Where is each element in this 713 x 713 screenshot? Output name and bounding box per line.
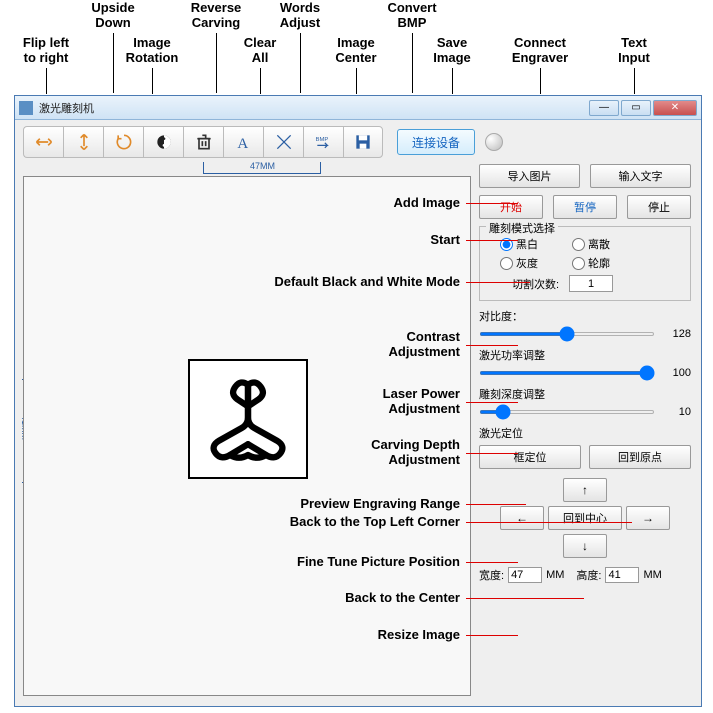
rotate-button[interactable] (103, 126, 143, 158)
start-button[interactable]: 开始 (479, 195, 543, 219)
height-input[interactable] (605, 567, 639, 583)
right-panel: 导入图片 输入文字 开始 暂停 停止 雕刻模式选择 黑白 离散 灰度 轮廓 (479, 164, 691, 696)
annotation-label: Back to the Center (345, 590, 460, 605)
dpad: ↑ ← 回到中心 → ↓ (479, 478, 691, 558)
contrast-slider[interactable] (479, 332, 655, 336)
annotation-label: ImageCenter (316, 36, 396, 66)
power-slider[interactable] (479, 371, 655, 375)
annotation-label: ContrastAdjustment (389, 329, 461, 359)
power-block: 激光功率调整 100 (479, 347, 691, 379)
mode-outline-radio[interactable]: 轮廓 (572, 255, 610, 271)
image-center-button[interactable] (263, 126, 303, 158)
text-input-button[interactable]: 输入文字 (590, 164, 691, 188)
connect-engraver-button[interactable]: 连接设备 (397, 129, 475, 155)
toolbar: A BMP 连接设备 (15, 120, 701, 160)
location-block: 激光定位 框定位 回到原点 (479, 425, 691, 469)
annotation-label: Laser PowerAdjustment (383, 386, 460, 416)
svg-text:BMP: BMP (315, 137, 328, 143)
flip-ud-button[interactable] (63, 126, 103, 158)
down-button[interactable]: ↓ (563, 534, 607, 558)
annotation-label: ImageRotation (112, 36, 192, 66)
contrast-block: 对比度： 128 (479, 308, 691, 340)
annotation-label: Carving DepthAdjustment (371, 437, 460, 467)
save-image-button[interactable] (343, 126, 383, 158)
annotation-label: Preview Engraving Range (300, 496, 460, 511)
close-button[interactable]: ✕ (653, 100, 697, 116)
annotation-label: Start (430, 232, 460, 247)
app-window: 激光雕刻机 — ▭ ✕ A BMP 连接设备 47MM 41MM (14, 95, 702, 707)
annotation-label: ConvertBMP (372, 1, 452, 31)
words-adjust-button[interactable]: A (223, 126, 263, 158)
window-title: 激光雕刻机 (39, 100, 94, 116)
convert-bmp-button[interactable]: BMP (303, 126, 343, 158)
annotation-label: TextInput (594, 36, 674, 66)
annotation-label: UpsideDown (73, 1, 153, 31)
reverse-carving-button[interactable] (143, 126, 183, 158)
up-button[interactable]: ↑ (563, 478, 607, 502)
annotation-label: ClearAll (220, 36, 300, 66)
annotation-label: ConnectEngraver (500, 36, 580, 66)
add-image-button[interactable]: 导入图片 (479, 164, 580, 188)
annotation-label: ReverseCarving (176, 1, 256, 31)
mode-group: 雕刻模式选择 黑白 离散 灰度 轮廓 切割次数: (479, 226, 691, 301)
annotation-label: Resize Image (378, 627, 460, 642)
app-icon (19, 101, 33, 115)
status-orb (485, 133, 503, 151)
canvas[interactable] (23, 176, 471, 696)
canvas-area: 47MM 41MM (23, 164, 471, 696)
right-button[interactable]: → (626, 506, 670, 530)
annotation-label: Default Black and White Mode (274, 274, 460, 289)
ruler-top: 47MM (203, 162, 321, 174)
mode-bw-radio[interactable]: 黑白 (500, 236, 538, 252)
annotation-label: SaveImage (412, 36, 492, 66)
width-input[interactable] (508, 567, 542, 583)
depth-slider[interactable] (479, 410, 655, 414)
mode-gray-radio[interactable]: 灰度 (500, 255, 538, 271)
minimize-button[interactable]: — (589, 100, 619, 116)
annotation-label: Back to the Top Left Corner (290, 514, 460, 529)
annotation-label: Fine Tune Picture Position (297, 554, 460, 569)
mode-disp-radio[interactable]: 离散 (572, 236, 610, 252)
clear-all-button[interactable] (183, 126, 223, 158)
frame-locate-button[interactable]: 框定位 (479, 445, 581, 469)
maximize-button[interactable]: ▭ (621, 100, 651, 116)
loaded-image[interactable] (188, 359, 308, 479)
annotation-label: WordsAdjust (260, 1, 340, 31)
left-button[interactable]: ← (500, 506, 544, 530)
center-button[interactable]: 回到中心 (548, 506, 622, 530)
cut-count-input[interactable] (569, 275, 613, 292)
home-button[interactable]: 回到原点 (589, 445, 691, 469)
annotation-label: Add Image (394, 195, 460, 210)
svg-text:A: A (237, 136, 248, 152)
titlebar: 激光雕刻机 — ▭ ✕ (15, 96, 701, 120)
dimension-row: 宽度: MM 高度: MM (479, 567, 691, 583)
stop-button[interactable]: 停止 (627, 195, 691, 219)
annotation-label: Flip leftto right (6, 36, 86, 66)
pause-button[interactable]: 暂停 (553, 195, 617, 219)
flip-lr-button[interactable] (23, 126, 63, 158)
